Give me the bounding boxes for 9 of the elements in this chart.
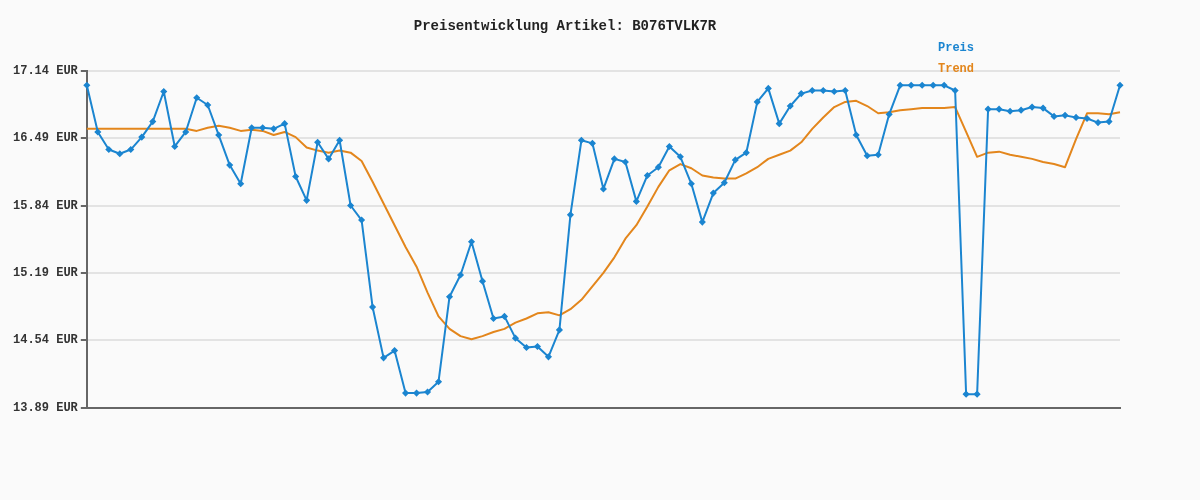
y-tick-label: 15.84 EUR (13, 198, 79, 213)
y-tick-label: 13.89 EUR (13, 400, 79, 415)
y-tick-label: 16.49 EUR (13, 131, 79, 146)
chart-title: Preisentwicklung Artikel: B076TVLK7R (413, 17, 717, 34)
y-tick-label: 14.54 EUR (13, 333, 79, 348)
y-tick-label: 15.19 EUR (13, 265, 79, 280)
y-tick-label: 17.14 EUR (13, 63, 79, 78)
text: Trend (938, 61, 975, 78)
text: Preis (938, 40, 975, 57)
